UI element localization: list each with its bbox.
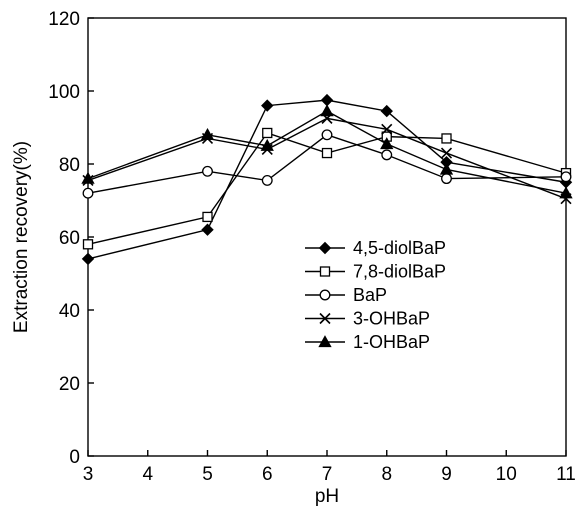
x-tick-label: 4 [142, 464, 153, 485]
data-point [81, 252, 95, 266]
x-tick-label: 6 [262, 464, 273, 485]
data-point [82, 239, 94, 250]
series-2 [82, 127, 572, 250]
data-point [260, 138, 274, 151]
legend-label: 1-OHBaP [353, 332, 430, 352]
legend-item: 4,5-diolBaP [305, 238, 446, 258]
data-point [320, 93, 334, 107]
x-tick-label: 7 [322, 464, 333, 485]
x-tick-label: 11 [556, 464, 576, 485]
data-point [321, 147, 333, 159]
y-tick-label: 60 [59, 228, 80, 249]
y-tick-label: 120 [48, 9, 80, 30]
legend-label: 3-OHBaP [353, 309, 430, 329]
legend-marker [319, 289, 331, 301]
y-tick-label: 100 [48, 82, 80, 103]
data-point [560, 171, 572, 183]
y-tick-label: 40 [59, 301, 80, 322]
data-point [320, 104, 334, 117]
data-point [440, 147, 453, 159]
x-tick-label: 9 [441, 464, 452, 485]
x-tick-label: 10 [496, 464, 517, 485]
legend-marker [318, 335, 332, 348]
plot-frame [87, 17, 567, 457]
legend-marker [319, 312, 331, 325]
legend-item: 3-OHBaP [305, 309, 430, 329]
data-point [261, 174, 273, 186]
legend-label: 4,5-diolBaP [353, 238, 446, 258]
legend-marker [318, 241, 332, 255]
data-point [380, 104, 393, 118]
y-tick-label: 80 [59, 155, 80, 176]
data-point [381, 123, 393, 135]
series-1 [81, 93, 573, 266]
data-point [81, 171, 95, 184]
series-4 [82, 112, 572, 205]
data-point [321, 129, 333, 141]
data-point [202, 211, 213, 223]
series-layer [81, 93, 573, 266]
x-tick-label: 5 [202, 464, 213, 485]
series-line [87, 134, 567, 194]
data-point [82, 187, 94, 199]
data-point [441, 133, 452, 144]
legend-marker [319, 266, 331, 277]
x-axis-title: pH [315, 486, 339, 507]
y-tick-label: 0 [69, 447, 80, 468]
data-point [441, 173, 452, 185]
y-axis: 0 20 40 60 80 100 120 [48, 9, 94, 468]
data-point [380, 137, 394, 150]
data-point [202, 165, 213, 177]
data-point [381, 149, 393, 161]
y-axis-title: Extraction recovery(%) [11, 141, 32, 333]
data-point [439, 162, 454, 175]
legend-item: 7,8-diolBaP [305, 262, 446, 282]
data-point [262, 127, 273, 139]
x-tick-label: 3 [83, 464, 94, 485]
data-point [559, 186, 573, 199]
legend-label: BaP [353, 285, 387, 305]
legend-label: 7,8-diolBaP [353, 262, 446, 282]
data-point [201, 223, 214, 236]
plot-area [87, 17, 567, 457]
series-3 [82, 129, 572, 199]
legend-item: 1-OHBaP [305, 332, 430, 352]
legend: 4,5-diolBaP 7,8-diolBaP BaP 3-OHBaP 1-OHBaP [305, 238, 446, 352]
data-point [200, 127, 215, 140]
legend-item: BaP [305, 285, 387, 305]
x-axis: 3 4 5 6 7 8 9 10 11 [83, 450, 576, 485]
x-tick-label: 8 [381, 464, 392, 485]
series-5 [81, 104, 573, 199]
data-point [261, 99, 274, 112]
y-tick-label: 20 [59, 374, 80, 395]
